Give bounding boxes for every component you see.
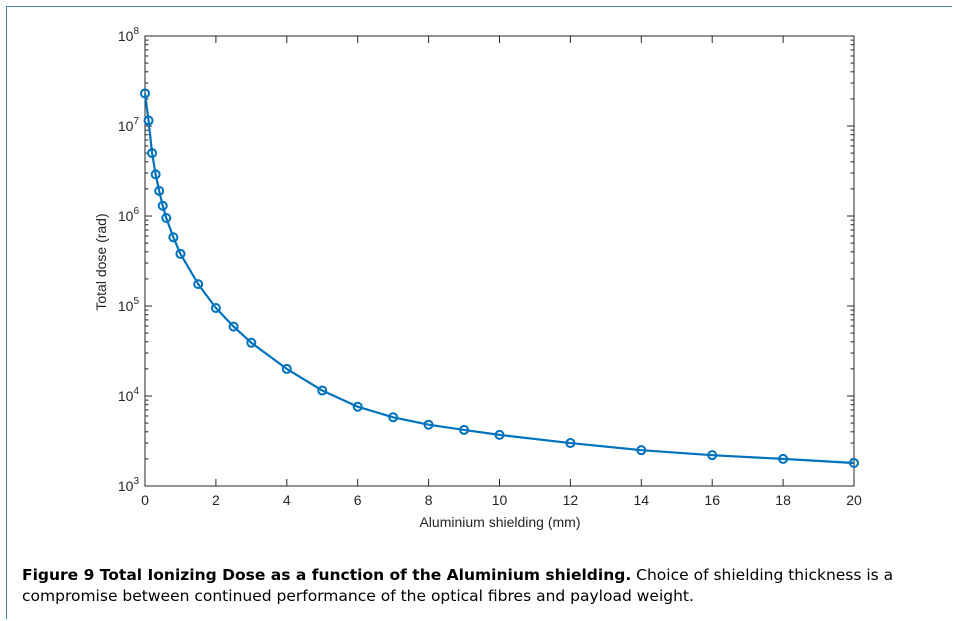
x-tick-label: 14 bbox=[634, 492, 650, 508]
data-point bbox=[707, 450, 718, 461]
data-point bbox=[157, 200, 168, 211]
y-tick-label: 106 bbox=[118, 206, 140, 224]
data-point bbox=[565, 438, 576, 449]
x-tick-label: 10 bbox=[492, 492, 508, 508]
data-point bbox=[154, 185, 165, 196]
x-tick-label: 8 bbox=[425, 492, 433, 508]
series-line bbox=[143, 93, 855, 465]
data-point bbox=[423, 419, 434, 430]
x-tick-label: 2 bbox=[212, 492, 220, 508]
x-tick-label: 18 bbox=[775, 492, 791, 508]
figure-frame bbox=[6, 6, 952, 619]
data-point bbox=[168, 232, 179, 243]
data-point bbox=[210, 303, 221, 314]
figure-caption: Figure 9 Total Ionizing Dose as a functi… bbox=[22, 565, 947, 607]
x-tick-label: 6 bbox=[354, 492, 362, 508]
data-point bbox=[246, 337, 257, 348]
data-point bbox=[175, 248, 186, 259]
y-tick-label: 105 bbox=[118, 296, 140, 314]
x-tick-label: 12 bbox=[563, 492, 579, 508]
chart-ticks: 0 2 4 6 8 10 12 14 16 18 20 103 104 105 106 107 108 bbox=[118, 26, 862, 508]
data-point bbox=[150, 169, 161, 180]
plot-box bbox=[144, 35, 855, 487]
chart-axes bbox=[144, 35, 855, 487]
data-point bbox=[459, 424, 470, 435]
dose-chart: 0 2 4 6 8 10 12 14 16 18 20 103 104 105 106 107 108 Alum… bbox=[93, 26, 862, 530]
data-point bbox=[143, 115, 154, 126]
data-point bbox=[636, 445, 647, 456]
x-tick-label: 0 bbox=[141, 492, 149, 508]
data-point bbox=[778, 453, 789, 464]
data-point bbox=[352, 401, 363, 412]
data-point bbox=[193, 279, 204, 290]
y-tick-label: 103 bbox=[118, 476, 140, 494]
y-tick-label: 104 bbox=[118, 386, 140, 404]
y-tick-label: 108 bbox=[118, 26, 140, 44]
x-tick-label: 4 bbox=[283, 492, 291, 508]
data-point bbox=[161, 213, 172, 224]
data-point bbox=[494, 429, 505, 440]
data-point bbox=[147, 148, 158, 159]
x-tick-label: 16 bbox=[704, 492, 720, 508]
data-point bbox=[849, 458, 859, 469]
y-tick-label: 107 bbox=[118, 116, 140, 134]
x-axis-label: Aluminium shielding (mm) bbox=[419, 514, 580, 530]
x-tick-label: 20 bbox=[846, 492, 862, 508]
data-point bbox=[317, 385, 328, 396]
caption-text: Choice of shielding thickness is a compr… bbox=[22, 566, 894, 605]
data-point bbox=[281, 363, 292, 374]
caption-title: Figure 9 Total Ionizing Dose as a functi… bbox=[22, 566, 632, 584]
data-point bbox=[388, 412, 399, 423]
y-axis-label: Total dose (rad) bbox=[93, 213, 109, 310]
data-point bbox=[228, 321, 239, 332]
chart-series bbox=[140, 88, 859, 469]
data-point bbox=[140, 88, 150, 99]
